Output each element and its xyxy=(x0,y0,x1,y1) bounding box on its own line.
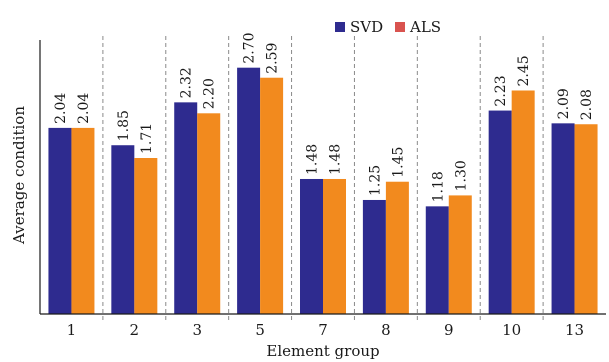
bar-als-group-5 xyxy=(260,77,284,314)
legend-label-als: ALS xyxy=(409,18,441,36)
value-label-svd-group-8: 1.25 xyxy=(367,165,383,196)
value-label-svd-group-10: 2.23 xyxy=(493,75,509,106)
bar-svd-group-1 xyxy=(48,127,72,314)
bar-als-group-3 xyxy=(197,113,221,314)
x-tick-label: 5 xyxy=(255,321,265,339)
bar-als-group-7 xyxy=(323,178,346,314)
bar-svd-group-13 xyxy=(551,123,575,314)
value-label-als-group-2: 1.71 xyxy=(139,123,155,154)
bar-als-group-10 xyxy=(511,90,535,314)
axes xyxy=(39,40,606,315)
group-separators xyxy=(102,36,544,320)
value-label-svd-group-5: 2.70 xyxy=(242,33,258,64)
value-label-als-group-7: 1.48 xyxy=(328,144,344,175)
value-label-als-group-1: 2.04 xyxy=(76,93,92,124)
value-label-als-group-10: 2.45 xyxy=(516,55,532,86)
bars xyxy=(48,67,598,315)
bar-svd-group-5 xyxy=(237,67,261,315)
bar-als-group-8 xyxy=(385,181,409,314)
x-tick-label: 3 xyxy=(192,321,202,339)
value-labels: 2.04 2.04 1.85 1.71 2.32 2.20 2.70 2.59 1.48 1.48… xyxy=(53,33,595,203)
value-label-als-group-13: 2.08 xyxy=(579,89,595,120)
x-tick-label: 8 xyxy=(381,321,391,339)
bar-svd-group-2 xyxy=(111,145,135,314)
bar-als-group-9 xyxy=(448,195,472,314)
value-label-als-group-5: 2.59 xyxy=(265,43,281,74)
bar-svd-group-3 xyxy=(174,102,198,314)
bar-svd-group-9 xyxy=(425,206,449,314)
x-tick-label: 2 xyxy=(130,321,140,339)
x-axis-title: Element group xyxy=(266,342,379,360)
y-axis-title: Average condition xyxy=(10,106,28,245)
bar-svd-group-10 xyxy=(488,110,512,314)
x-tick-label: 9 xyxy=(444,321,454,339)
value-label-svd-group-13: 2.09 xyxy=(556,88,572,119)
legend-label-svd: SVD xyxy=(350,18,383,36)
bar-svd-group-7 xyxy=(300,178,323,314)
legend-swatch-svd xyxy=(335,22,345,32)
legend: SVD ALS xyxy=(335,18,441,36)
bar-als-group-2 xyxy=(134,158,158,314)
value-label-svd-group-2: 1.85 xyxy=(116,110,132,141)
x-tick-labels: 1 2 3 5 7 8 9 10 13 xyxy=(67,321,584,339)
value-label-svd-group-9: 1.18 xyxy=(430,171,446,202)
x-tick-label: 1 xyxy=(67,321,77,339)
x-tick-label: 7 xyxy=(318,321,328,339)
value-label-als-group-3: 2.20 xyxy=(202,78,218,109)
legend-swatch-als xyxy=(395,22,405,32)
bar-als-group-13 xyxy=(574,124,598,315)
value-label-svd-group-1: 2.04 xyxy=(53,93,69,124)
value-label-svd-group-7: 1.48 xyxy=(305,144,321,175)
x-tick-label: 13 xyxy=(565,321,584,339)
x-tick-label: 10 xyxy=(502,321,521,339)
bar-als-group-1 xyxy=(71,127,95,314)
bar-svd-group-8 xyxy=(362,199,386,314)
value-label-svd-group-3: 2.32 xyxy=(179,67,195,98)
value-label-als-group-9: 1.30 xyxy=(453,160,469,191)
value-label-als-group-8: 1.45 xyxy=(390,147,406,178)
